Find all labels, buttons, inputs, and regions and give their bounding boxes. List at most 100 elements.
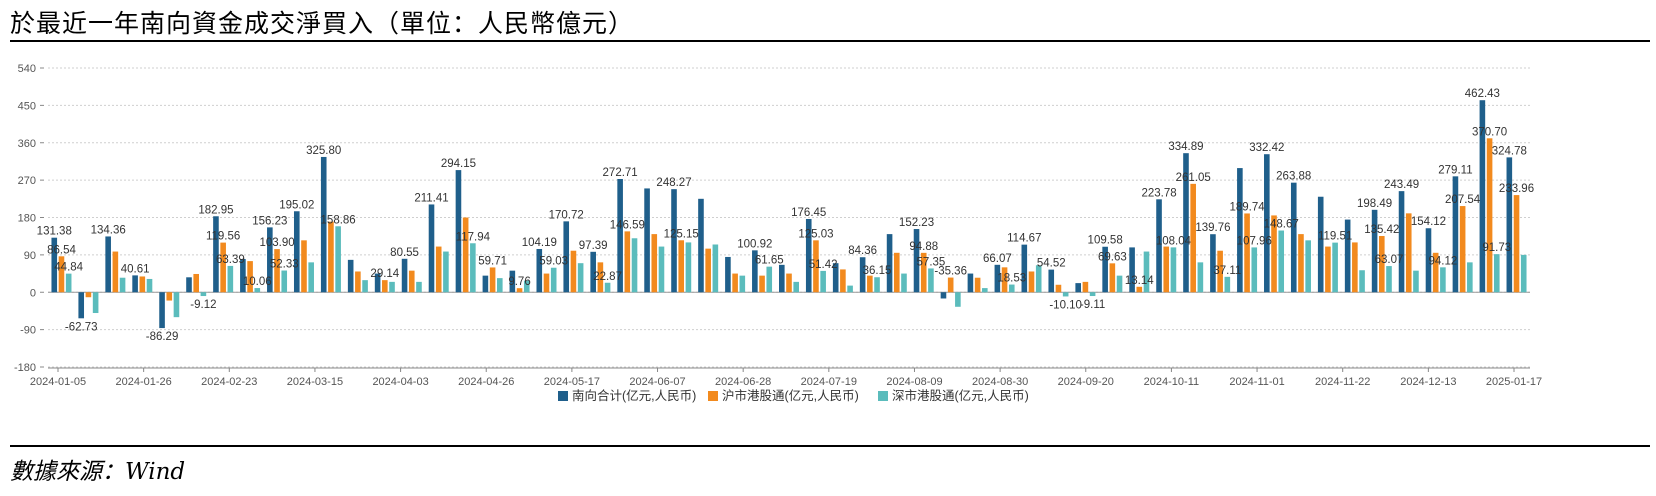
bar-s1 [1190, 183, 1196, 293]
data-label: 100.92 [737, 238, 772, 250]
y-tick-label: -180 [14, 362, 36, 374]
data-label: 207.54 [1445, 194, 1481, 206]
bar-s1 [58, 256, 65, 293]
bar-s1 [408, 270, 415, 293]
y-axis: -180 -90 0 90 180 270 360 450 540 [14, 63, 44, 374]
bar-s0 [374, 273, 381, 293]
bar-s1 [1136, 286, 1143, 293]
bar-s2 [254, 288, 261, 293]
bar-s0 [752, 250, 758, 293]
bar-s1 [1432, 252, 1439, 293]
data-label: 195.02 [279, 199, 314, 211]
bar-s0 [563, 221, 570, 293]
bar-s1 [840, 269, 846, 293]
data-label: 80.55 [390, 247, 419, 259]
data-label: 108.04 [1156, 235, 1192, 247]
bar-s2 [847, 285, 853, 293]
data-label: 146.59 [610, 219, 645, 231]
bar-s1 [435, 246, 442, 293]
data-label: 103.90 [259, 237, 294, 249]
page-title: 於最近一年南向資金成交淨買入（單位：人民幣億元） [10, 9, 635, 38]
data-label: 37.11 [1213, 265, 1241, 277]
data-label: 261.05 [1176, 172, 1211, 184]
data-label: 324.78 [1492, 145, 1527, 157]
x-tick-label: 2024-04-26 [458, 376, 514, 388]
data-label: 94.88 [909, 241, 938, 253]
bar-s1 [759, 275, 765, 293]
bar-s0 [1344, 219, 1351, 293]
bar-s2 [1467, 262, 1473, 293]
bar-s1 [1109, 263, 1116, 293]
bar-s0 [1398, 191, 1405, 293]
data-label: 325.80 [306, 145, 341, 157]
data-label: 54.52 [1037, 258, 1066, 270]
bar-s1 [1217, 250, 1223, 293]
data-label: 84.36 [848, 245, 877, 257]
data-label: 131.38 [37, 226, 72, 238]
data-label: -86.29 [146, 331, 179, 343]
bar-s1 [813, 240, 819, 293]
bar-s0 [1264, 154, 1270, 293]
data-label: 40.61 [121, 263, 150, 275]
bar-s0 [725, 256, 731, 293]
data-label: -62.73 [65, 321, 98, 333]
legend-label: 沪市港股通(亿元,人民币) [722, 388, 859, 403]
x-tick-label: 2024-10-11 [1144, 376, 1199, 388]
bar-s1 [1486, 138, 1493, 293]
bar-s2 [685, 242, 692, 293]
data-label: 294.15 [441, 158, 476, 170]
bar-s0 [213, 216, 219, 293]
bar-s1 [462, 217, 469, 293]
bar-s0 [51, 237, 58, 293]
bar-s2 [874, 277, 880, 293]
bar-s1 [247, 261, 253, 293]
x-tick-label: 2024-01-26 [116, 376, 172, 388]
bar-s2 [1035, 265, 1042, 293]
bar-s0 [482, 275, 489, 293]
data-label: 139.76 [1195, 222, 1230, 234]
x-tick-label: 2024-12-13 [1400, 376, 1456, 388]
bar-s0 [320, 156, 327, 293]
data-label: 176.45 [791, 207, 826, 219]
bar-s1 [893, 252, 900, 293]
bar-s2 [1116, 275, 1123, 293]
bar-s2 [200, 292, 207, 297]
bar-s1 [489, 267, 496, 293]
bar-s1 [543, 273, 550, 293]
data-labels: 131.38 86.54 44.84 -62.73 134.36 40.61 -86.29 -… [37, 88, 1534, 343]
x-tick-label: 2024-08-09 [886, 376, 942, 388]
bar-s0 [1506, 157, 1513, 293]
data-label: 152.23 [899, 217, 934, 229]
legend-swatch [878, 391, 888, 401]
bar-s1 [166, 292, 173, 301]
bar-s0 [644, 188, 650, 293]
bar-s0 [1021, 244, 1028, 293]
bar-s2 [577, 263, 584, 293]
data-label: 243.49 [1384, 179, 1419, 191]
data-label: 22.87 [593, 271, 622, 283]
data-label: 117.94 [456, 231, 491, 243]
y-tick-label: 360 [18, 138, 36, 150]
y-tick-label: -90 [20, 325, 36, 337]
y-tick-label: 450 [18, 100, 36, 112]
bar-s0 [859, 257, 866, 293]
bar-s2 [1170, 247, 1177, 293]
bar-s0 [267, 227, 273, 293]
data-label: 125.03 [798, 228, 833, 240]
bar-s0 [105, 236, 111, 293]
data-label: 13.14 [1125, 275, 1154, 287]
bar-s2 [1520, 254, 1527, 293]
bar-s2 [281, 270, 288, 293]
bar-s1 [1001, 267, 1008, 293]
bar-s0 [159, 292, 165, 329]
data-label: 223.78 [1141, 187, 1176, 199]
y-tick-label: 0 [30, 287, 36, 299]
bar-s2 [308, 262, 314, 293]
data-label: 29.14 [370, 268, 399, 280]
bar-s0 [940, 292, 947, 299]
data-label: 189.74 [1229, 201, 1265, 213]
data-label: -10.10 [1049, 299, 1082, 311]
data-label: 109.58 [1088, 235, 1123, 247]
bar-s1 [382, 280, 388, 293]
bar-s1 [1379, 236, 1385, 293]
